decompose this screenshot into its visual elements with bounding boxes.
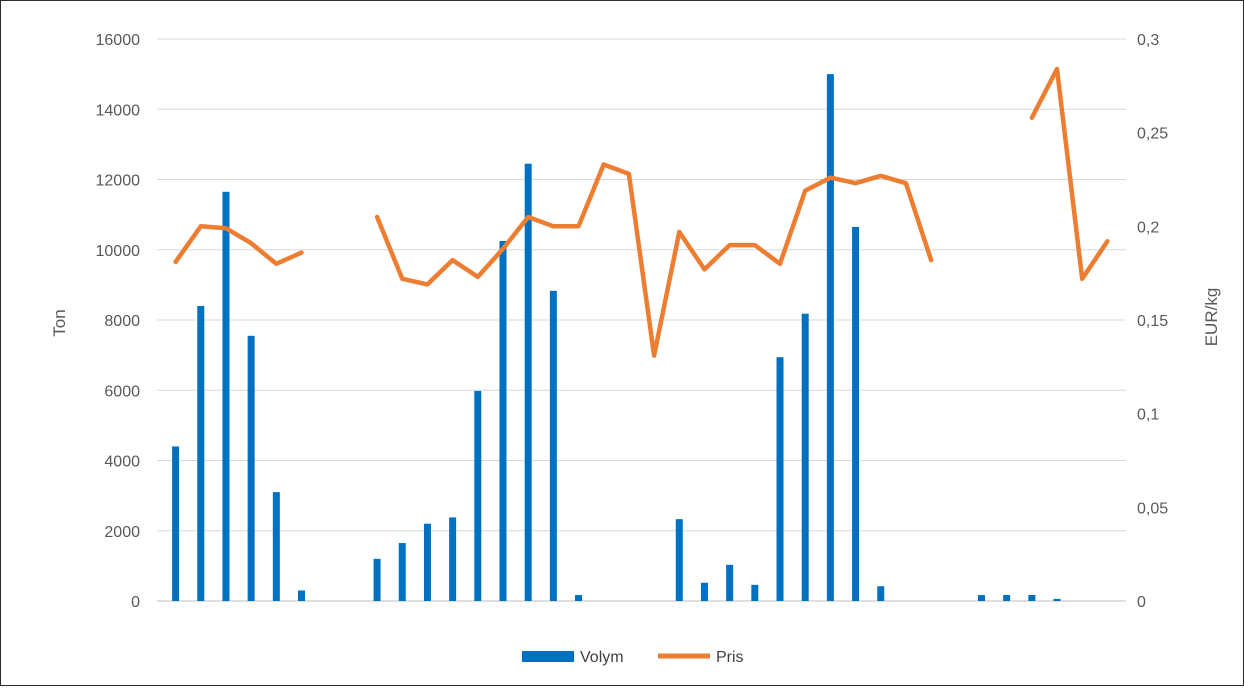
volym-bar (877, 586, 885, 601)
volym-bar (700, 582, 708, 601)
volym-bar (852, 226, 860, 601)
left-tick-label: 4000 (104, 454, 140, 471)
left-tick-label: 6000 (104, 383, 140, 400)
volym-bar (1028, 595, 1036, 601)
volym-bar (423, 523, 431, 601)
left-tick-label: 0 (131, 594, 140, 611)
volym-bar (474, 390, 482, 601)
volym-bar (977, 595, 985, 601)
volym-bar (826, 74, 834, 601)
right-tick-label: 0 (1137, 594, 1146, 611)
left-tick-label: 10000 (96, 243, 141, 260)
volym-bar (1003, 595, 1011, 601)
right-tick-label: 0,25 (1137, 126, 1168, 143)
right-axis-title: EUR/kg (1202, 288, 1221, 347)
volym-bar (373, 558, 381, 601)
right-axis-ticks: 0 0,05 0,1 0,15 0,2 0,25 0,3 (1137, 32, 1168, 611)
legend-pris-label: Pris (716, 649, 744, 666)
pris-line (173, 66, 1110, 358)
volym-bar (398, 543, 406, 601)
left-axis-ticks: 0 2000 4000 6000 8000 10000 12000 14000 16000 (96, 32, 141, 611)
volym-bar (549, 290, 557, 601)
volym-bar (776, 357, 784, 601)
volym-bar (222, 191, 230, 601)
volym-bar (524, 163, 532, 601)
right-tick-label: 0,15 (1137, 313, 1168, 330)
left-tick-label: 8000 (104, 313, 140, 330)
volym-bar (172, 446, 180, 601)
legend-volym-label: Volym (580, 649, 624, 666)
volym-bar (197, 305, 205, 601)
left-tick-label: 2000 (104, 524, 140, 541)
right-tick-label: 0,05 (1137, 500, 1168, 517)
volym-bar (247, 335, 255, 601)
left-tick-label: 12000 (96, 173, 141, 190)
pris-line-segment (173, 224, 304, 267)
volym-bars (172, 74, 1061, 601)
legend-volym-swatch (522, 651, 574, 662)
volym-bar (675, 519, 683, 601)
left-axis-title: Ton (50, 309, 69, 336)
volym-bar (1053, 598, 1061, 601)
volym-bar (298, 590, 306, 601)
volym-bar (272, 492, 280, 601)
gridlines (157, 38, 1126, 602)
legend: Volym Pris (522, 649, 744, 666)
right-tick-label: 0,2 (1137, 219, 1159, 236)
volym-bar (751, 584, 759, 601)
right-tick-label: 0,1 (1137, 407, 1159, 424)
left-tick-label: 14000 (96, 102, 141, 119)
right-tick-label: 0,3 (1137, 32, 1159, 49)
volym-bar (449, 517, 457, 601)
volym-bar (575, 595, 583, 601)
volym-bar (499, 240, 507, 601)
left-tick-label: 16000 (96, 32, 141, 49)
pris-line-segment (374, 162, 934, 358)
volym-bar (801, 313, 809, 601)
volym-bar (726, 564, 734, 601)
pris-line-segment (1029, 66, 1110, 282)
